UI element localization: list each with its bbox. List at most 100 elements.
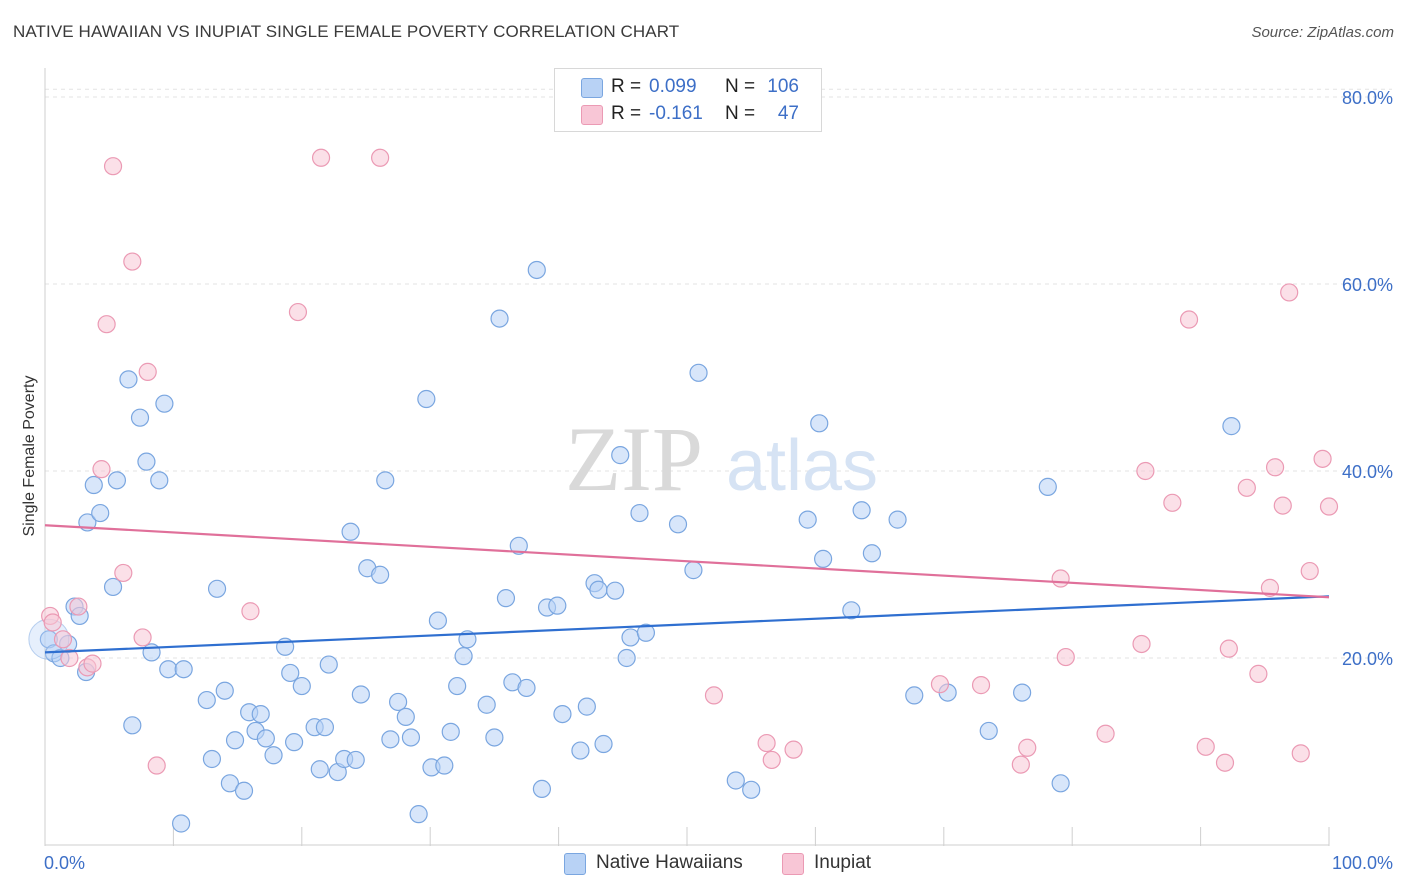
point-inupiat bbox=[60, 648, 79, 668]
point-inupiat bbox=[371, 148, 390, 167]
point-inupiat bbox=[53, 630, 73, 649]
point-native-hawaiians bbox=[611, 446, 630, 465]
watermark-zip: ZIP bbox=[565, 408, 703, 510]
legend-n-label: N = bbox=[725, 103, 756, 124]
legend-r-value: -0.161 bbox=[649, 103, 703, 124]
point-native-hawaiians bbox=[341, 522, 360, 541]
point-native-hawaiians bbox=[689, 363, 708, 382]
point-native-hawaiians bbox=[684, 561, 703, 580]
point-native-hawaiians bbox=[428, 611, 448, 630]
point-native-hawaiians bbox=[159, 660, 178, 679]
point-inupiat bbox=[1096, 724, 1115, 743]
point-inupiat bbox=[1300, 561, 1319, 581]
point-inupiat bbox=[1260, 578, 1280, 597]
point-native-hawaiians bbox=[256, 729, 275, 748]
trend-line-native-hawaiians bbox=[44, 595, 1330, 654]
point-inupiat bbox=[241, 602, 260, 621]
point-native-hawaiians bbox=[215, 681, 234, 700]
point-native-hawaiians bbox=[435, 756, 454, 775]
point-native-hawaiians bbox=[621, 628, 640, 647]
point-native-hawaiians bbox=[123, 716, 142, 735]
point-native-hawaiians bbox=[888, 510, 907, 529]
point-inupiat bbox=[1051, 569, 1070, 588]
point-inupiat bbox=[1056, 647, 1075, 667]
point-inupiat bbox=[1273, 496, 1292, 515]
point-native-hawaiians bbox=[490, 309, 509, 328]
y-tick-label: 20.0% bbox=[1342, 649, 1393, 669]
point-native-hawaiians bbox=[264, 746, 283, 765]
point-native-hawaiians bbox=[509, 536, 528, 555]
point-inupiat bbox=[1215, 753, 1235, 772]
point-native-hawaiians bbox=[852, 501, 871, 520]
point-inupiat bbox=[1280, 283, 1299, 302]
y-tick-label: 60.0% bbox=[1342, 275, 1393, 295]
point-inupiat bbox=[311, 148, 331, 167]
point-inupiat bbox=[43, 613, 62, 632]
point-native-hawaiians bbox=[351, 685, 370, 704]
point-native-hawaiians bbox=[636, 623, 656, 642]
point-inupiat bbox=[133, 628, 152, 647]
point-native-hawaiians bbox=[150, 471, 169, 490]
point-native-hawaiians bbox=[207, 579, 227, 598]
legend-swatch-pink bbox=[581, 105, 603, 125]
point-inupiat bbox=[114, 563, 133, 583]
source-credit: Source: ZipAtlas.com bbox=[1251, 24, 1394, 41]
point-native-hawaiians bbox=[485, 728, 504, 747]
point-inupiat bbox=[1136, 461, 1155, 481]
point-native-hawaiians bbox=[371, 565, 390, 584]
point-inupiat bbox=[971, 676, 991, 695]
bottom-legend-swatch-blue bbox=[564, 853, 586, 875]
point-native-hawaiians bbox=[454, 647, 473, 666]
point-native-hawaiians bbox=[668, 515, 688, 534]
point-native-hawaiians bbox=[197, 690, 216, 710]
point-native-hawaiians bbox=[617, 648, 636, 668]
point-inupiat bbox=[1219, 639, 1238, 658]
point-inupiat bbox=[1237, 478, 1256, 497]
point-inupiat bbox=[1291, 744, 1310, 763]
point-native-hawaiians bbox=[798, 510, 817, 529]
point-native-hawaiians bbox=[389, 692, 408, 712]
point-inupiat bbox=[762, 750, 781, 770]
series-native-hawaiians-points bbox=[28, 260, 1241, 833]
bottom-legend-label: Inupiat bbox=[814, 852, 872, 873]
point-inupiat bbox=[1313, 449, 1332, 468]
legend-row-inupiat: R = -0.161 N = 47 bbox=[555, 100, 821, 128]
point-native-hawaiians bbox=[517, 678, 536, 698]
point-inupiat bbox=[103, 157, 123, 176]
watermark-atlas: atlas bbox=[726, 426, 878, 506]
point-inupiat bbox=[138, 362, 157, 381]
point-inupiat bbox=[1319, 497, 1339, 516]
point-native-hawaiians bbox=[1013, 683, 1032, 702]
legend-r-label: R = bbox=[611, 76, 642, 97]
point-native-hawaiians bbox=[810, 414, 829, 433]
point-native-hawaiians bbox=[284, 733, 304, 752]
point-inupiat bbox=[92, 460, 111, 479]
point-inupiat bbox=[784, 740, 803, 759]
point-inupiat bbox=[1018, 738, 1037, 757]
point-inupiat bbox=[1132, 634, 1151, 654]
x-tick-label: 0.0% bbox=[44, 853, 85, 873]
point-native-hawaiians bbox=[842, 601, 861, 620]
legend-n-value: 106 bbox=[767, 76, 799, 97]
point-inupiat bbox=[704, 686, 724, 705]
point-inupiat bbox=[1249, 664, 1268, 683]
point-native-hawaiians bbox=[396, 707, 415, 727]
point-inupiat bbox=[1011, 755, 1030, 774]
point-native-hawaiians bbox=[742, 780, 761, 799]
correlation-legend: R = 0.099 N = 106 R = -0.161 N = 47 bbox=[554, 68, 822, 132]
point-inupiat bbox=[1265, 458, 1285, 477]
bottom-legend-swatch-pink bbox=[782, 853, 804, 875]
point-native-hawaiians bbox=[862, 544, 881, 563]
point-native-hawaiians bbox=[417, 389, 436, 409]
bottom-legend-label: Native Hawaiians bbox=[596, 852, 743, 873]
point-native-hawaiians bbox=[202, 749, 222, 769]
point-native-hawaiians bbox=[172, 814, 191, 833]
point-native-hawaiians bbox=[107, 471, 127, 490]
point-native-hawaiians bbox=[726, 771, 745, 790]
legend-swatch-blue bbox=[581, 78, 603, 98]
point-inupiat bbox=[83, 654, 102, 673]
trend-line-inupiat bbox=[44, 524, 1330, 599]
point-native-hawaiians bbox=[1051, 774, 1070, 793]
point-native-hawaiians bbox=[234, 781, 254, 800]
